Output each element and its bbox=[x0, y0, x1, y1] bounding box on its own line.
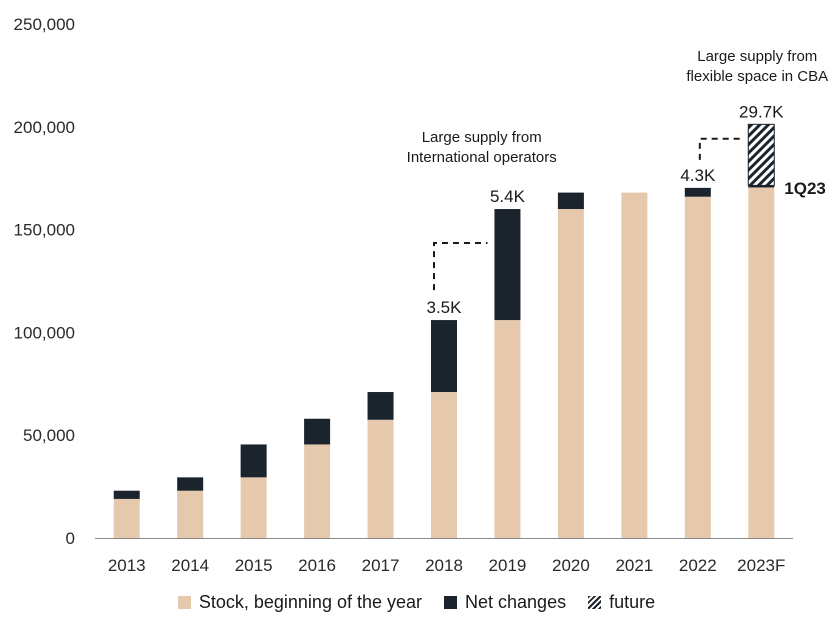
y-tick-label: 250,000 bbox=[14, 15, 75, 34]
bar-net-2014 bbox=[177, 477, 204, 491]
x-tick-label: 2014 bbox=[171, 556, 209, 575]
bar-stock-2016 bbox=[304, 444, 331, 538]
bar-net-2020 bbox=[557, 192, 584, 210]
data-label-2023f: 29.7K bbox=[739, 102, 784, 121]
annotation-cba-line1: Large supply from bbox=[697, 48, 817, 65]
annotation-cba-line2: flexible space in CBA bbox=[686, 68, 828, 85]
legend-item-net: Net changes bbox=[444, 592, 566, 613]
annotation-1q23: 1Q23 bbox=[784, 179, 826, 198]
stacked-bar-chart: 0 50,000 100,000 150,000 200,000 250,000 2013 2… bbox=[14, 15, 829, 575]
bar-net-2023f bbox=[748, 185, 775, 188]
legend-swatch-stock bbox=[177, 596, 191, 609]
bar-net-2022 bbox=[684, 187, 711, 197]
legend-label-future: future bbox=[609, 592, 656, 612]
bar-stock-2020 bbox=[557, 209, 584, 539]
chart-legend: Stock, beginning of the year Net changes… bbox=[0, 592, 833, 613]
dashed-connector-2018 bbox=[433, 242, 488, 291]
legend-label-net: Net changes bbox=[465, 592, 567, 612]
x-tick-label: 2022 bbox=[679, 556, 717, 575]
bar-net-2018 bbox=[431, 320, 457, 393]
data-label-2022: 4.3K bbox=[680, 166, 716, 185]
x-tick-label: 2016 bbox=[298, 556, 336, 575]
legend-swatch-future bbox=[588, 596, 602, 609]
bar-net-2013 bbox=[113, 490, 140, 499]
bar-stock-2019 bbox=[494, 320, 521, 538]
legend-item-future: future bbox=[588, 592, 655, 613]
annotation-international-line2: International operators bbox=[407, 149, 557, 166]
data-label-2019: 5.4K bbox=[490, 187, 526, 206]
x-tick-label: 2021 bbox=[615, 556, 653, 575]
x-tick-label: 2013 bbox=[108, 556, 146, 575]
bar-stock-2015 bbox=[240, 477, 267, 538]
x-tick-label: 2018 bbox=[425, 556, 463, 575]
legend-item-stock: Stock, beginning of the year bbox=[177, 592, 423, 613]
x-tick-label: 2015 bbox=[235, 556, 273, 575]
y-tick-label: 0 bbox=[66, 529, 75, 548]
y-tick-label: 100,000 bbox=[14, 323, 75, 342]
x-tick-label: 2023F bbox=[737, 556, 785, 575]
dashed-connector-2022 bbox=[698, 137, 745, 160]
bar-stock-2022 bbox=[684, 196, 711, 539]
legend-label-stock: Stock, beginning of the year bbox=[198, 592, 423, 612]
x-tick-label: 2020 bbox=[552, 556, 590, 575]
bar-stock-2013 bbox=[113, 498, 140, 538]
bar-stock-2017 bbox=[367, 419, 394, 538]
bar-stock-2018 bbox=[431, 392, 457, 538]
y-tick-label: 50,000 bbox=[23, 426, 75, 445]
annotation-international-line1: Large supply from bbox=[422, 129, 542, 146]
bar-future-2023f bbox=[747, 123, 775, 186]
legend-swatch-net bbox=[444, 596, 458, 609]
y-tick-label: 150,000 bbox=[14, 221, 75, 240]
x-tick-label: 2019 bbox=[489, 556, 527, 575]
bar-net-2017 bbox=[367, 392, 394, 420]
x-tick-label: 2017 bbox=[362, 556, 400, 575]
y-tick-label: 200,000 bbox=[14, 118, 75, 137]
bar-stock-2023f bbox=[748, 187, 775, 538]
bar-stock-2014 bbox=[177, 490, 204, 538]
bar-net-2019 bbox=[494, 209, 521, 321]
bar-net-2016 bbox=[304, 418, 331, 445]
bar-net-2015 bbox=[240, 444, 267, 478]
data-label-2018: 3.5K bbox=[427, 298, 463, 317]
bar-stock-2021 bbox=[621, 192, 648, 539]
